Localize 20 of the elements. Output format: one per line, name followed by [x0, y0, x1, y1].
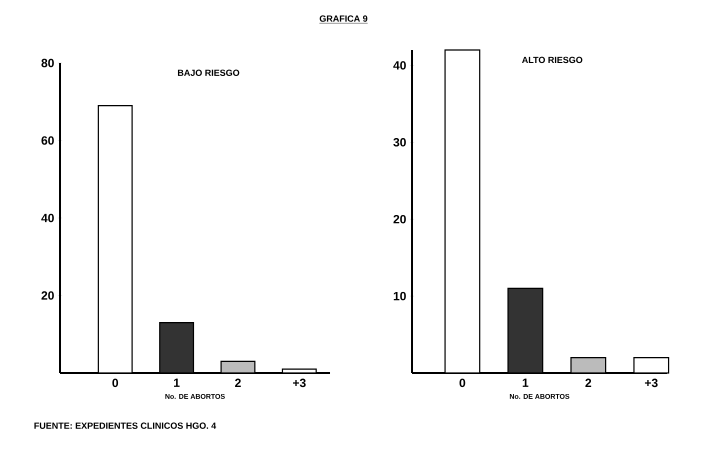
x-tick-label: 2 [585, 378, 592, 387]
x-tick-label: +3 [293, 378, 306, 388]
y-tick-label: 40 [393, 61, 406, 70]
x-tick-label: 1 [174, 378, 180, 387]
y-tick-label: 30 [393, 138, 406, 147]
text: ALTO RIESGO [522, 56, 582, 64]
y-tick-label: 40 [41, 214, 54, 222]
source-note: FUENTE: EXPEDIENTES CLINICOS HGO. 4 [34, 422, 216, 429]
x-tick-label: 0 [460, 378, 466, 388]
x-tick-label: 0 [112, 378, 118, 388]
chart-title: GRAFICA 9 [320, 15, 368, 22]
y-tick-label: 10 [394, 292, 406, 300]
text: BAJO RIESGO [178, 70, 240, 76]
y-tick-label: 20 [393, 214, 406, 224]
y-tick-label: 60 [42, 136, 54, 145]
x-tick-label: 2 [235, 378, 241, 387]
x-tick-label: 1 [522, 378, 528, 387]
x-tick-label: +3 [644, 378, 658, 388]
y-tick-label: 20 [41, 291, 54, 300]
y-tick-label: 80 [41, 58, 54, 68]
